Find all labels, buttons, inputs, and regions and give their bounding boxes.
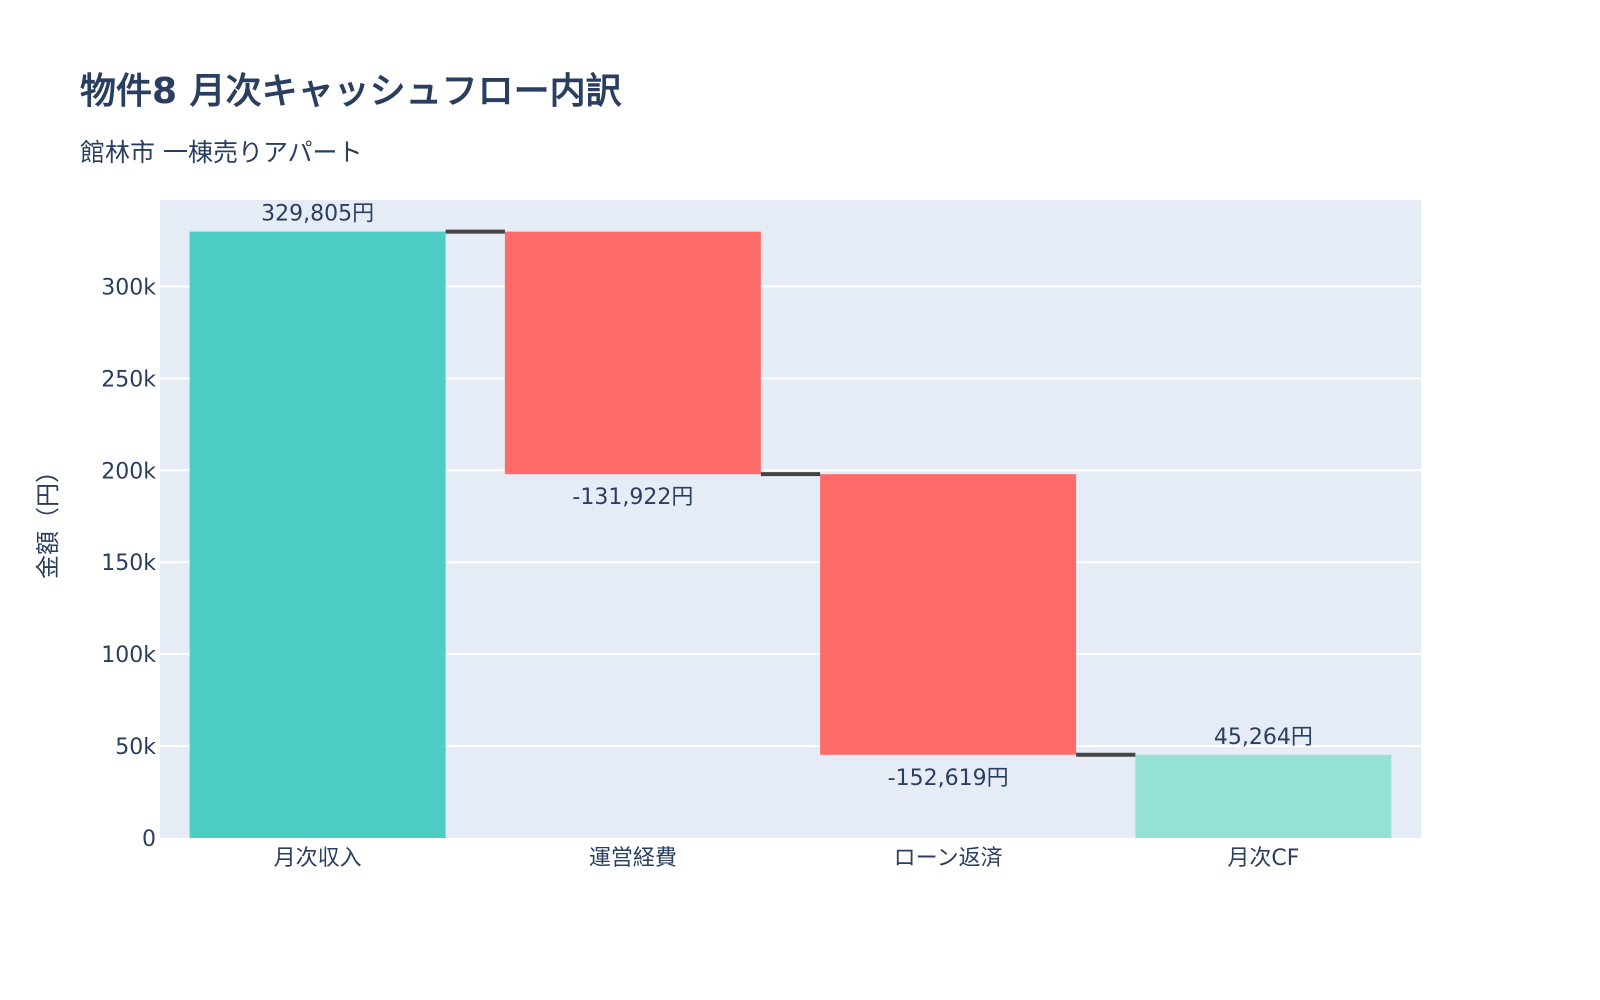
x-tick-label: 運営経費: [589, 846, 677, 871]
x-tick-label: 月次収入: [274, 846, 362, 871]
x-tick-label: ローン返済: [894, 846, 1003, 871]
y-tick-label: 50k: [115, 735, 156, 760]
y-tick-label: 300k: [101, 275, 156, 300]
y-tick-label: 100k: [101, 643, 156, 668]
data-label: 329,805円: [261, 202, 374, 227]
y-tick-label: 150k: [101, 551, 156, 576]
data-label: -152,619円: [888, 766, 1009, 791]
data-label: -131,922円: [572, 485, 693, 510]
y-axis-title: 金額（円）: [34, 459, 62, 579]
waterfall-bar: [1135, 754, 1392, 838]
waterfall-bar: [820, 474, 1077, 755]
waterfall-bar: [189, 231, 446, 839]
data-label: 45,264円: [1214, 725, 1313, 750]
y-tick-label: 250k: [101, 367, 156, 392]
chart-subtitle: 館林市 一棟売りアパート: [80, 138, 363, 167]
y-tick-label: 200k: [101, 459, 156, 484]
chart-title: 物件8 月次キャッシュフロー内訳: [80, 71, 622, 112]
y-tick-label: 0: [142, 827, 156, 852]
waterfall-bar: [504, 231, 761, 475]
x-tick-label: 月次CF: [1227, 846, 1299, 871]
